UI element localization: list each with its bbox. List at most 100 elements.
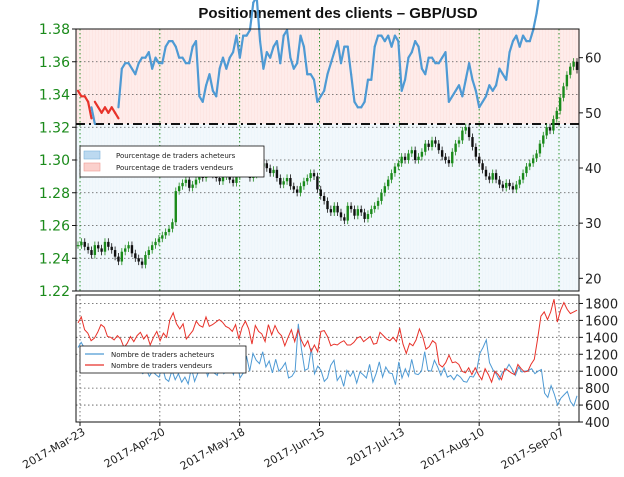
count-tick-label: 600 [585,399,610,414]
candle-body [454,143,457,152]
buyers-pct-segment [363,78,370,103]
sellers-pct-segment [87,100,93,120]
candle-body [150,245,154,251]
candle-body [504,182,508,188]
buyers-pct-segment [296,34,302,65]
candle-body [545,127,548,136]
candle-body [329,209,333,213]
candle-body [481,163,484,170]
candle-body [167,228,171,233]
buyers-pct-segment [201,84,208,103]
buyers-pct-segment [461,78,467,98]
buyers-pct-segment [494,67,501,87]
candle-body [565,74,569,87]
buyers-pct-segment [194,40,201,98]
candle-body [410,150,413,154]
buyers-pct-segment [285,29,292,59]
candle-body [572,61,575,67]
price-tick-label: 1.22 [39,284,70,300]
buyers-pct-segment [390,34,397,48]
candle-body [380,192,383,201]
candle-body [289,178,292,187]
candle-body [144,254,147,265]
buyers-pct-segment [188,45,194,65]
buyers-pct-segment [215,67,221,98]
candle-body [393,166,397,174]
date-tick-label: 2017-Sep-07 [499,425,567,472]
buyers-pct-segment [417,45,424,70]
buyers-pct-segment [397,40,403,92]
buyers-pct-segment [252,0,257,4]
candle-body [498,179,501,185]
price-axis: 1.38 1.36 1.34 1.32 1.30 1.28 1.26 1.24 1.22 [39,22,76,300]
candle-body [363,212,366,219]
candle-body [440,150,444,157]
candle-body [467,127,471,138]
candle-body [188,179,191,188]
candle-body [403,156,407,160]
buyers-pct-segment [134,62,140,76]
candle-body [86,246,90,251]
count-tick-label: 1000 [585,365,618,380]
buyers-pct-segment [535,0,540,15]
date-tick-label: 2017-Jul-13 [345,425,407,468]
sellers-count-line [77,299,578,384]
buyers-pct-segment [373,34,380,48]
candle-body [137,258,140,262]
candle-body [552,119,555,131]
candle-body [76,245,80,247]
candle-body [147,250,151,255]
date-tick-label: 2017-May-18 [178,425,247,473]
candle-body [275,169,279,179]
candle-body [542,135,545,144]
buyers-pct-segment [528,29,535,43]
lower-panel-frame [75,294,580,423]
buyers-pct-segment [350,73,356,103]
candle-body [444,156,447,160]
buyers-pct-segment [329,51,336,65]
legend-label-sellers-pct: Pourcentage de traders vendeurs [116,164,233,172]
percent-tick-label: 30 [585,217,602,232]
buyers-pct-segment [90,106,96,125]
price-tick-label: 1.38 [39,22,70,38]
candle-body [194,179,198,185]
candle-body [268,168,272,174]
candle-body [339,212,343,218]
price-tick-label: 1.34 [39,88,70,104]
candle-body [316,176,319,190]
buyers-pct-segment [532,12,538,32]
candle-body [491,173,494,180]
buyers-pct-segment [161,45,167,65]
buyers-pct-segment [370,45,376,81]
candle-body [528,163,531,167]
candle-body [171,222,174,229]
candle-body [319,189,322,197]
candle-body [346,205,349,221]
candle-body [464,127,467,131]
candle-body [322,196,326,201]
date-axis: 2017-Mar-23 2017-Apr-20 2017-May-18 2017-Ju… [20,422,567,473]
buyers-pct-segment [424,56,430,76]
date-tick-label: 2017-Mar-23 [20,425,87,471]
candle-body [370,209,373,215]
price-tick-label: 1.30 [39,153,70,169]
candle-body [177,186,181,192]
buyers-pct-segment [505,51,511,81]
candle-body [548,127,552,131]
candle-body [501,184,505,188]
percent-tick-label: 50 [585,107,602,122]
candle-body [424,143,427,152]
candle-body [471,137,474,147]
candle-body [451,151,454,164]
candle-body [80,241,83,246]
buyers-pct-segment [400,78,407,92]
candle-body [117,256,120,262]
candle-body [120,251,124,262]
percent-axis: 60 50 40 30 20 [579,52,602,287]
candle-body [407,153,410,160]
candle-body [400,156,403,164]
price-tick-label: 1.36 [39,55,70,71]
candle-body [437,143,440,151]
candle-body [265,163,269,169]
